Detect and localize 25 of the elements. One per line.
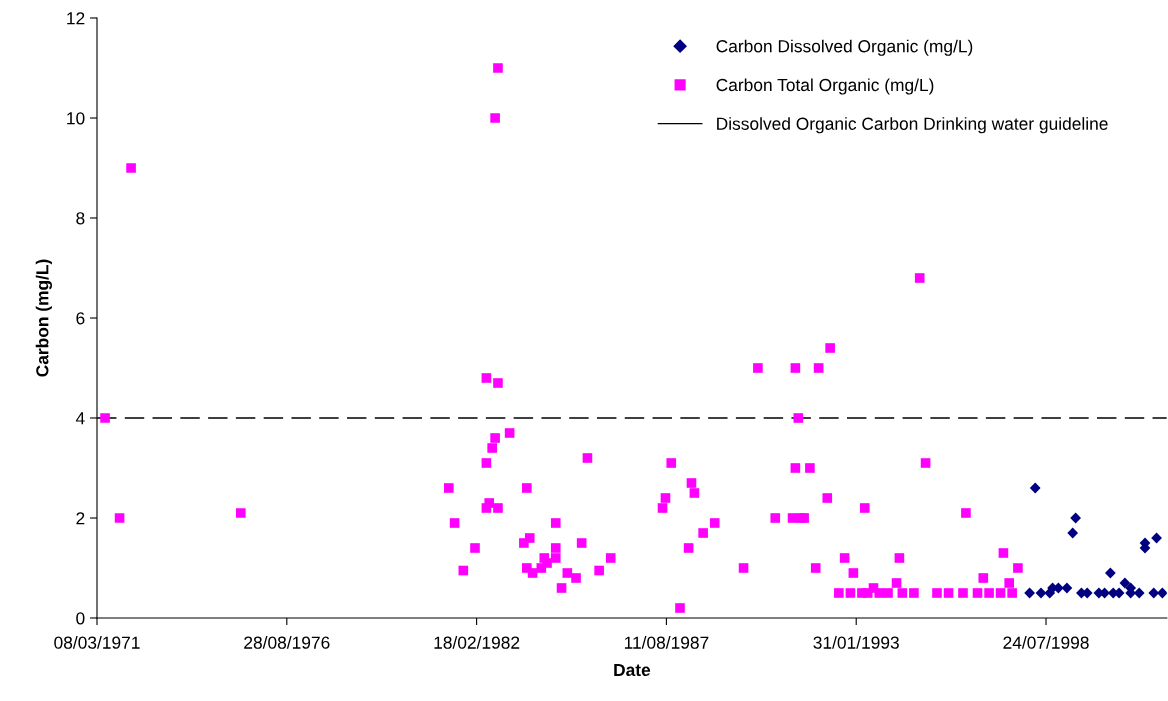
x-tick-label: 18/02/1982 <box>434 636 520 649</box>
point <box>1029 482 1041 494</box>
y-tick-label: 8 <box>76 212 85 225</box>
legend-label: Dissolved Organic Carbon Drinking water guideline <box>717 117 1108 134</box>
point <box>1061 582 1073 594</box>
x-tick-label: 11/08/1987 <box>624 636 709 649</box>
y-tick-label: 12 <box>67 12 85 25</box>
point <box>1070 512 1082 524</box>
point <box>1035 587 1047 599</box>
y-tick-label: 2 <box>76 512 85 525</box>
y-tick-label: 4 <box>75 412 85 425</box>
point <box>1119 577 1131 589</box>
legend-label: Carbon Total Organic (mg/L) <box>716 78 934 95</box>
x-axis-title: Date <box>614 663 651 677</box>
point <box>1067 527 1079 539</box>
x-tick-label: 28/08/1976 <box>244 636 330 649</box>
y-axis-title: Carbon (mg/L) <box>35 259 52 377</box>
y-tick-label: 10 <box>67 112 85 125</box>
legend-label: Carbon Dissolved Organic (mg/L) <box>716 39 973 56</box>
x-tick-label: 24/07/1998 <box>1003 636 1089 649</box>
y-tick-label: 6 <box>76 312 85 325</box>
y-tick-label: 0 <box>76 612 85 625</box>
x-tick-label: 08/03/1971 <box>54 636 140 649</box>
x-tick-label: 31/01/1993 <box>813 636 899 649</box>
point <box>1104 567 1116 579</box>
